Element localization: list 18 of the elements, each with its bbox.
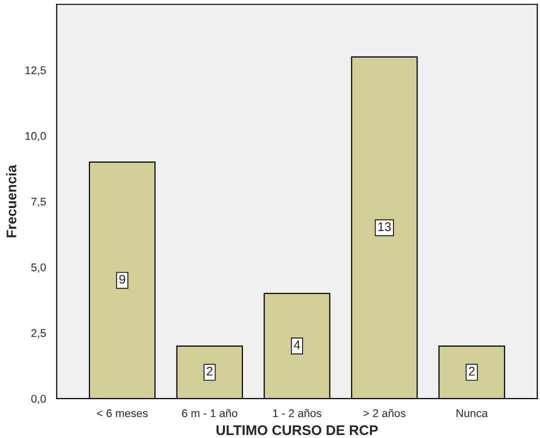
x-tick-label: 6 m - 1 año <box>182 409 238 418</box>
y-tick-label: 5,0 <box>31 263 46 273</box>
x-tick-label: Nunca <box>456 409 488 418</box>
y-axis-title: Frecuencia <box>6 164 16 238</box>
x-axis-title: ULTIMO CURSO DE RCP <box>216 425 378 436</box>
y-tick-label: 2,5 <box>31 329 46 338</box>
x-tick-label: 1 - 2 años <box>273 409 322 418</box>
data-label: 13 <box>378 222 391 232</box>
data-label: 2 <box>468 366 475 376</box>
data-label: 2 <box>206 366 212 376</box>
y-tick-label: 7,5 <box>31 198 46 207</box>
data-label: 9 <box>119 274 126 284</box>
x-tick-label: < 6 meses <box>97 409 148 418</box>
x-tick-label: > 2 años <box>363 409 406 418</box>
data-label: 4 <box>294 340 300 350</box>
y-tick-label: 12,5 <box>26 66 46 76</box>
y-tick-label: 0,0 <box>31 394 46 404</box>
y-tick-label: 10,0 <box>26 132 46 142</box>
